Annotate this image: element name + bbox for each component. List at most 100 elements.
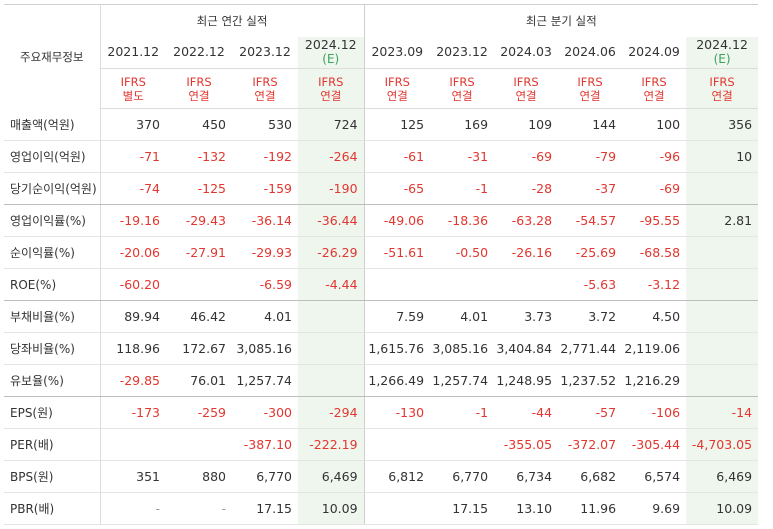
- table-cell: [686, 364, 759, 397]
- table-cell: 3,404.84: [494, 332, 559, 365]
- table-cell: -69: [622, 172, 687, 205]
- table-cell: -20.06: [100, 236, 166, 269]
- accounting-standard: IFRS 별도: [100, 68, 166, 109]
- accounting-standard: IFRS 연결: [166, 68, 232, 109]
- table-cell: -29.93: [232, 236, 298, 269]
- table-cell: [364, 428, 431, 461]
- table-cell: 2,771.44: [558, 332, 623, 365]
- table-row: 당좌비율(%) 118.96 172.67 3,085.16 1,615.76 3,085…: [4, 332, 759, 365]
- period-header: 2023.12: [232, 36, 298, 69]
- period-header: 2024.12 (E): [686, 36, 759, 69]
- period-header: 2022.12: [166, 36, 232, 69]
- table-cell: -26.16: [494, 236, 559, 269]
- table-cell: -4,703.05: [686, 428, 759, 461]
- table-cell: 351: [100, 460, 166, 493]
- table-cell: 450: [166, 108, 232, 141]
- table-cell: -65: [364, 172, 431, 205]
- table-cell: [298, 300, 365, 333]
- table-cell: -6.59: [232, 268, 298, 301]
- row-label: 부채비율(%): [4, 300, 101, 333]
- period-header: 2024.12 (E): [298, 36, 365, 69]
- table-cell: 1,216.29: [622, 364, 687, 397]
- table-cell: 6,574: [622, 460, 687, 493]
- row-label: 당기순이익(억원): [4, 172, 101, 205]
- table-row: 부채비율(%) 89.94 46.42 4.01 7.59 4.01 3.73 3.72 4.5…: [4, 300, 759, 333]
- consolidation-label: 연결: [386, 88, 408, 103]
- table-cell: 3.73: [494, 300, 559, 333]
- accounting-standard: IFRS 연결: [364, 68, 431, 109]
- table-cell: 6,770: [232, 460, 298, 493]
- table-cell: -264: [298, 140, 365, 173]
- table-cell: -95.55: [622, 204, 687, 237]
- accounting-standard: IFRS 연결: [298, 68, 365, 109]
- table-cell: -190: [298, 172, 365, 205]
- table-cell: -106: [622, 396, 687, 429]
- accounting-standard: IFRS 연결: [686, 68, 759, 109]
- consolidation-label: 연결: [579, 88, 601, 103]
- ifrs-label: IFRS: [513, 74, 539, 89]
- table-cell: 1,248.95: [494, 364, 559, 397]
- ifrs-label: IFRS: [577, 74, 603, 89]
- table-cell: -49.06: [364, 204, 431, 237]
- table-cell: 6,469: [298, 460, 365, 493]
- row-label: BPS(원): [4, 460, 101, 493]
- table-cell: 356: [686, 108, 759, 141]
- table-cell: [686, 172, 759, 205]
- period-header: 2024.06: [558, 36, 623, 69]
- table-cell: -36.44: [298, 204, 365, 237]
- table-cell: [686, 332, 759, 365]
- table-cell: -68.58: [622, 236, 687, 269]
- table-cell: -27.91: [166, 236, 232, 269]
- table-row: ROE(%) -60.20 -6.59 -4.44 -5.63 -3.12: [4, 268, 759, 301]
- row-label: EPS(원): [4, 396, 101, 429]
- table-cell: -159: [232, 172, 298, 205]
- accounting-standard: IFRS 연결: [558, 68, 623, 109]
- table-cell: -96: [622, 140, 687, 173]
- financial-table: 주요재무정보 최근 연간 실적 최근 분기 실적 2021.12 2022.12 2…: [4, 4, 759, 525]
- period-label: 2022.12: [173, 44, 225, 60]
- table-cell: -3.12: [622, 268, 687, 301]
- period-header: 2024.03: [494, 36, 559, 69]
- table-cell: -63.28: [494, 204, 559, 237]
- row-label: ROE(%): [4, 268, 101, 301]
- ifrs-label: IFRS: [641, 74, 667, 89]
- row-header-label: 주요재무정보: [4, 4, 101, 109]
- table-cell: -1: [430, 396, 495, 429]
- table-cell: -192: [232, 140, 298, 173]
- table-cell: 4.50: [622, 300, 687, 333]
- consolidation-label: 연결: [711, 88, 733, 103]
- estimate-marker: (E): [713, 52, 731, 67]
- table-cell: -54.57: [558, 204, 623, 237]
- table-cell: 2.81: [686, 204, 759, 237]
- table-row: 영업이익률(%) -19.16 -29.43 -36.14 -36.44 -49.06 -1…: [4, 204, 759, 237]
- accounting-standard: IFRS 연결: [232, 68, 298, 109]
- consolidation-label: 연결: [643, 88, 665, 103]
- row-label: 매출액(억원): [4, 108, 101, 141]
- table-cell: 6,812: [364, 460, 431, 493]
- table-cell: -: [100, 492, 166, 525]
- period-header: 2021.12: [100, 36, 166, 69]
- table-cell: -0.50: [430, 236, 495, 269]
- table-cell: -355.05: [494, 428, 559, 461]
- table-cell: [100, 428, 166, 461]
- consolidation-label: 별도: [122, 88, 144, 103]
- table-cell: 7.59: [364, 300, 431, 333]
- row-label: 유보율(%): [4, 364, 101, 397]
- table-cell: 100: [622, 108, 687, 141]
- table-cell: -305.44: [622, 428, 687, 461]
- consolidation-label: 연결: [451, 88, 473, 103]
- table-cell: -18.36: [430, 204, 495, 237]
- table-cell: 172.67: [166, 332, 232, 365]
- table-cell: -37: [558, 172, 623, 205]
- table-cell: -5.63: [558, 268, 623, 301]
- table-row: 당기순이익(억원) -74 -125 -159 -190 -65 -1 -28 -37 -69: [4, 172, 759, 205]
- table-cell: [494, 268, 559, 301]
- row-label: PER(배): [4, 428, 101, 461]
- row-label: PBR(배): [4, 492, 101, 525]
- table-cell: 1,257.74: [232, 364, 298, 397]
- table-row: EPS(원) -173 -259 -300 -294 -130 -1 -44 -57 -106 -1…: [4, 396, 759, 429]
- table-cell: [430, 428, 495, 461]
- consolidation-label: 연결: [515, 88, 537, 103]
- consolidation-label: 연결: [254, 88, 276, 103]
- accounting-standard: IFRS 연결: [622, 68, 687, 109]
